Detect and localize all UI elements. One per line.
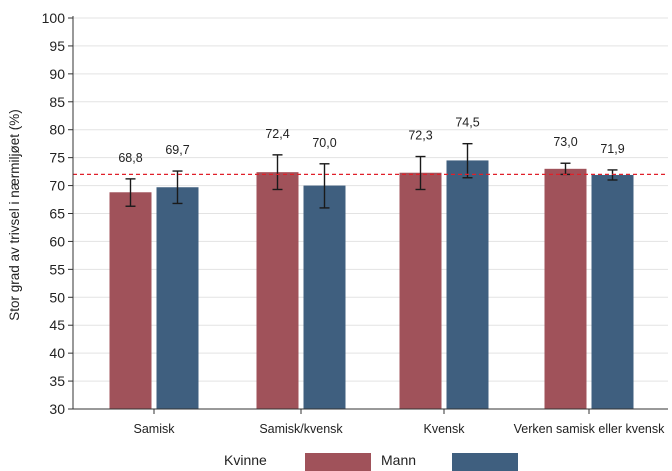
data-label-0-0: 68,8 (118, 151, 142, 165)
data-label-0-1: 72,4 (265, 127, 289, 141)
bar-mann-0 (156, 187, 199, 409)
y-tick-label-50: 50 (49, 289, 65, 305)
data-label-1-0: 69,7 (165, 143, 189, 157)
data-label-1-1: 70,0 (312, 136, 336, 150)
bar-kvinne-3 (544, 168, 587, 409)
y-tick-label-65: 65 (49, 206, 65, 222)
bar-mann-1 (303, 185, 346, 409)
data-label-0-2: 72,3 (408, 129, 432, 143)
x-tick-label-3: Verken samisk eller kvensk (514, 422, 666, 436)
bar-kvinne-1 (256, 172, 299, 409)
data-label-0-3: 73,0 (553, 135, 577, 149)
y-tick-label-70: 70 (49, 178, 65, 194)
legend-swatch-mann (452, 453, 518, 471)
y-axis-title: Stor grad av trivsel i nærmiljøet (%) (7, 109, 22, 321)
y-tick-label-95: 95 (49, 38, 65, 54)
y-tick-label-55: 55 (49, 261, 65, 277)
y-tick-label-40: 40 (49, 345, 65, 361)
bars-layer: 68,8 69,7 72,4 70,0 72,3 74,5 73,0 71,9 (73, 116, 668, 409)
data-label-1-3: 71,9 (600, 142, 624, 156)
legend-label-mann: Mann (381, 452, 417, 468)
bar-chart: 68,8 69,7 72,4 70,0 72,3 74,5 73,0 71,9 30 35 40 4… (7, 10, 668, 436)
y-tick-label-85: 85 (49, 94, 65, 110)
y-tick-label-80: 80 (49, 122, 65, 138)
x-tick-label-2: Kvensk (424, 422, 466, 436)
legend-swatch-kvinne (305, 453, 371, 471)
bar-kvinne-0 (109, 192, 152, 409)
y-tick-label-35: 35 (49, 373, 65, 389)
y-tick-label-75: 75 (49, 150, 65, 166)
y-tick-label-100: 100 (42, 10, 66, 26)
bar-kvinne-2 (399, 172, 442, 409)
legend: Kvinne Mann (0, 449, 672, 471)
y-tick-label-45: 45 (49, 317, 65, 333)
y-tick-label-30: 30 (49, 401, 65, 417)
bar-mann-3 (591, 174, 634, 409)
bar-mann-2 (446, 160, 489, 409)
legend-label-kvinne: Kvinne (224, 452, 267, 468)
x-tick-label-1: Samisk/kvensk (259, 422, 343, 436)
y-tick-label-60: 60 (49, 233, 65, 249)
axis-layer: 30 35 40 45 50 55 60 65 70 75 80 85 90 95 100 Samisk Sam… (42, 10, 668, 436)
y-tick-label-90: 90 (49, 66, 65, 82)
x-tick-label-0: Samisk (134, 422, 176, 436)
data-label-1-2: 74,5 (455, 116, 479, 130)
